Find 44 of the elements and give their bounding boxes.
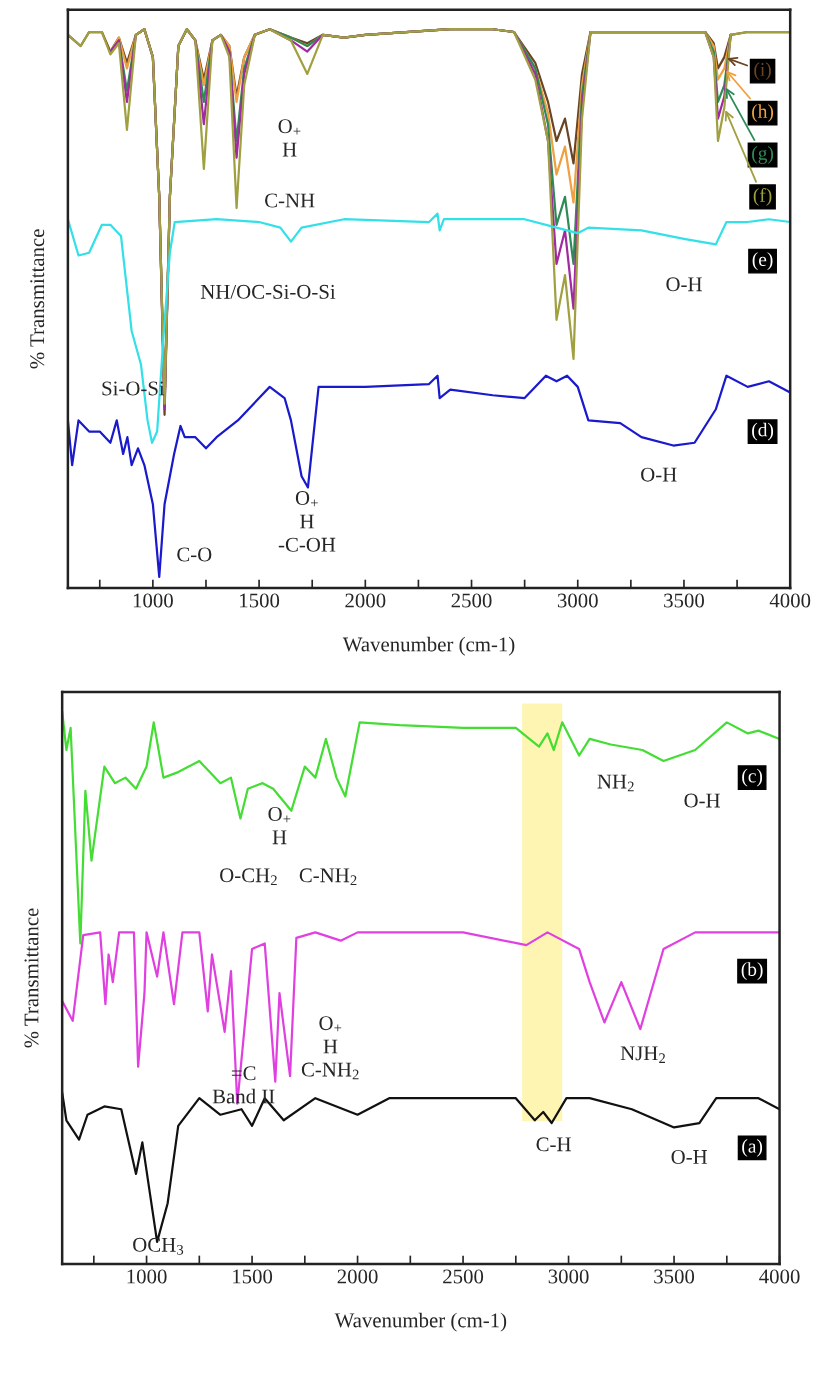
annotation: O-H — [684, 793, 720, 808]
x-tick-label: 2000 — [345, 593, 386, 608]
annotation: C-NH$_{2}$ — [299, 868, 357, 886]
annotation: C-O — [177, 547, 212, 562]
x-tick-label: 2500 — [443, 1269, 484, 1284]
series-label: (b) — [741, 962, 763, 980]
annotation: C-H — [536, 1137, 571, 1152]
x-tick-label: 3500 — [654, 1269, 695, 1284]
y-axis-title: % Transmittance — [24, 908, 39, 1048]
x-tick-label: 2500 — [451, 593, 492, 608]
annotation: NH/OC-Si-O-Si — [200, 284, 336, 299]
x-tick-label: 3000 — [557, 593, 598, 608]
x-axis-title: Wavenumber (cm-1) — [334, 1312, 507, 1332]
annotation: NH$_{2}$ — [597, 774, 634, 792]
legend-label: (i) — [754, 62, 771, 80]
series-label: (a) — [742, 1139, 763, 1157]
text: (f) — [753, 187, 772, 206]
annotation: O-CH$_{2}$ — [220, 868, 277, 886]
annotation: O-H — [641, 467, 677, 482]
series-label: (e) — [752, 252, 773, 270]
x-tick-label: 4000 — [759, 1269, 800, 1284]
legend-label: (h) — [752, 104, 774, 122]
annotation: NJH$_{2}$ — [620, 1046, 665, 1063]
x-tick-label: 2000 — [337, 1269, 378, 1284]
x-tick-label: 1500 — [233, 1269, 273, 1284]
x-tick-label: 1500 — [240, 593, 280, 608]
annotation: O-H — [671, 1149, 708, 1164]
y-axis-title: % Transmittance — [30, 229, 45, 369]
annotation: O$_{+}$ H -C-OH — [278, 491, 336, 552]
text: (g) — [752, 146, 774, 164]
annotation: O$_{+}$ H — [278, 119, 301, 157]
x-tick-label: 1000 — [127, 1269, 167, 1284]
annotation: OCH$_{3}$ — [133, 1237, 184, 1255]
x-tick-label: 3000 — [548, 1269, 589, 1284]
annotation: O$_{+}$ H — [268, 806, 291, 845]
x-tick-label: 1000 — [133, 593, 173, 608]
x-axis-title: Wavenumber (cm-1) — [342, 636, 515, 656]
annotation: C-NH — [265, 193, 315, 208]
x-tick-label: 4000 — [769, 593, 811, 608]
x-tick-label: 3500 — [664, 593, 705, 608]
annotation: O-H — [666, 277, 702, 292]
series-label: (d) — [752, 422, 774, 441]
series-label: (c) — [742, 768, 763, 787]
annotation: O$_{+}$ H C-NH$_{2}$ — [301, 1016, 359, 1080]
